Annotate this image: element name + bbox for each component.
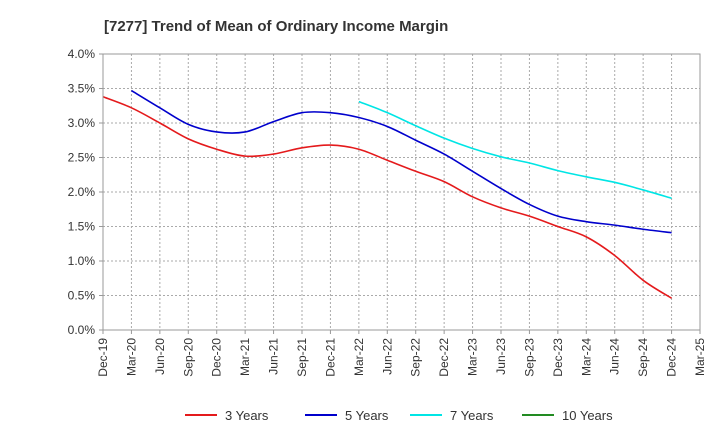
- series-line-1: [102, 96, 672, 299]
- x-tick-label: Dec-24: [665, 338, 679, 377]
- x-tick-label: Sep-23: [522, 338, 536, 377]
- x-tick-label: Jun-23: [494, 338, 508, 375]
- y-tick-label: 4.0%: [68, 47, 96, 61]
- legend: 3 Years 5 Years 7 Years 10 Years: [185, 408, 613, 423]
- legend-label-1: 3 Years: [225, 408, 269, 423]
- x-tick-label: Sep-20: [181, 338, 195, 377]
- y-tick-label: 0.5%: [68, 289, 96, 303]
- x-tick-label: Dec-19: [96, 338, 110, 377]
- y-tick-label: 1.5%: [68, 220, 96, 234]
- legend-label-4: 10 Years: [562, 408, 613, 423]
- y-tick-label: 2.5%: [68, 151, 96, 165]
- series-line-3: [358, 100, 672, 199]
- x-tick-label: Dec-21: [323, 338, 337, 377]
- x-tick-label: Jun-21: [267, 338, 281, 375]
- y-tick-label: 3.0%: [68, 116, 96, 130]
- x-tick-label: Jun-22: [380, 338, 394, 375]
- x-tick-label: Mar-20: [124, 338, 138, 376]
- x-tick-label: Mar-21: [238, 338, 252, 376]
- x-tick-label: Mar-24: [579, 338, 593, 376]
- x-tick-label: Mar-22: [352, 338, 366, 376]
- x-tick-label: Sep-21: [295, 338, 309, 377]
- x-tick-label: Dec-23: [551, 338, 565, 377]
- grid-lines: [103, 54, 700, 330]
- x-tick-label: Jun-20: [153, 338, 167, 375]
- series-lines: [102, 89, 672, 299]
- y-tick-label: 0.0%: [68, 323, 96, 337]
- x-tick-label: Jun-24: [608, 338, 622, 375]
- x-tick-label: Mar-25: [693, 338, 707, 376]
- y-tick-label: 2.0%: [68, 185, 96, 199]
- plot-frame: [102, 53, 701, 331]
- x-tick-label: Sep-22: [409, 338, 423, 377]
- legend-label-2: 5 Years: [345, 408, 389, 423]
- x-tick-label: Mar-23: [466, 338, 480, 376]
- y-tick-label: 1.0%: [68, 254, 96, 268]
- y-tick-label: 3.5%: [68, 82, 96, 96]
- x-tick-label: Dec-20: [210, 338, 224, 377]
- chart-title: [7277] Trend of Mean of Ordinary Income …: [104, 18, 448, 35]
- x-tick-label: Dec-22: [437, 338, 451, 377]
- y-axis-ticks: 0.0% 0.5% 1.0% 1.5% 2.0% 2.5% 3.0% 3.5% 4.0%: [68, 47, 103, 337]
- legend-label-3: 7 Years: [450, 408, 494, 423]
- series-line-2: [131, 89, 672, 234]
- x-axis-ticks: Dec-19 Mar-20 Jun-20 Sep-20 Dec-20 Mar-21 Jun-…: [96, 330, 707, 377]
- x-tick-label: Sep-24: [636, 338, 650, 377]
